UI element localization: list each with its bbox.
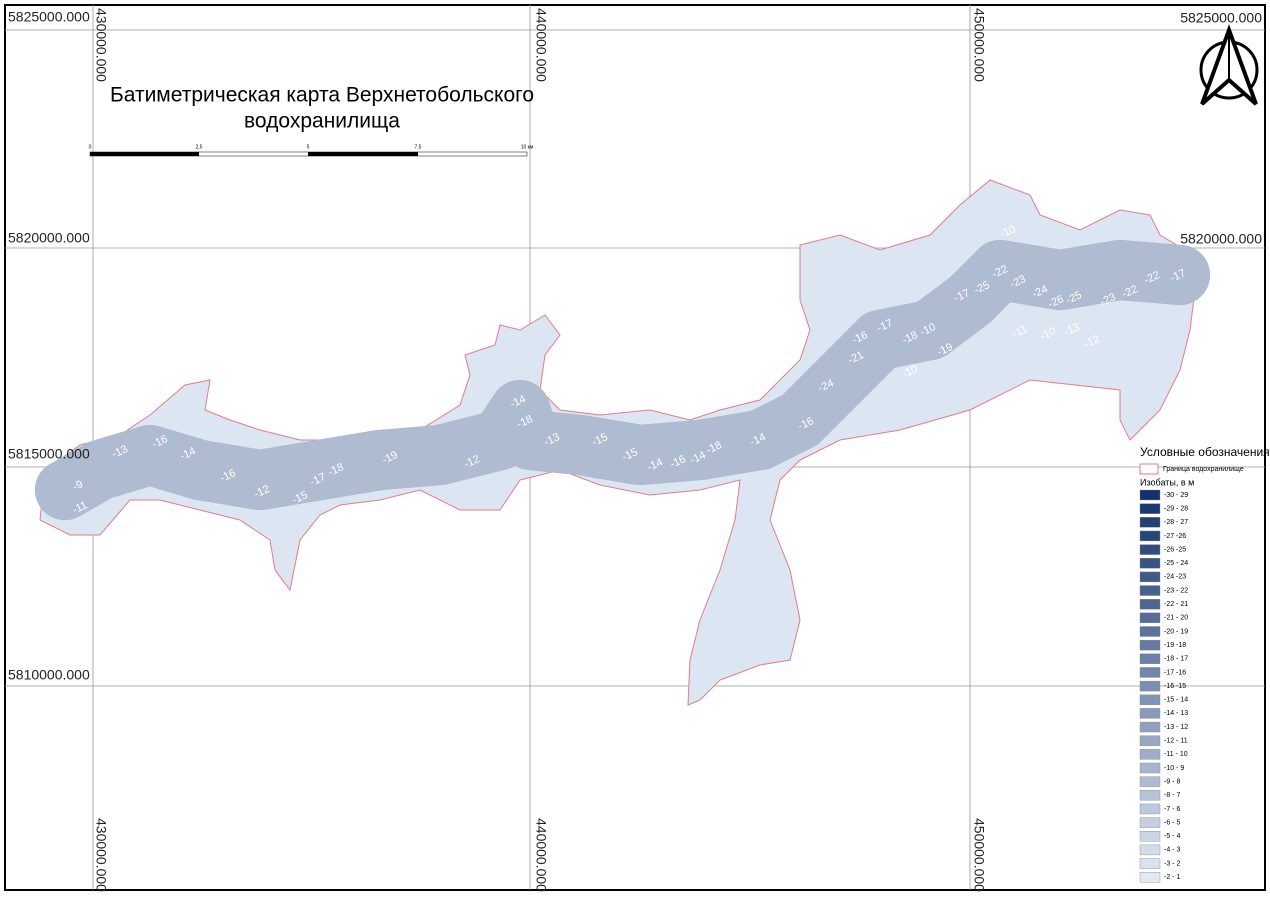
legend-swatch [1139,571,1161,583]
legend-label: -13 - 12 [1164,724,1188,731]
legend-swatch [1139,653,1161,664]
map-title: водохранилища [244,110,400,133]
legend-label: -3 - 2 [1164,860,1180,867]
legend-swatch [1139,585,1161,596]
legend-swatch [1139,817,1161,828]
legend-label: -16 -15 [1164,683,1186,690]
easting-label: 450000.000 [971,818,987,892]
northing-label: 5810000.000 [8,667,90,683]
depth-label: -11 [71,499,90,516]
map-title: Батиметрическая карта Верхнетобольского [110,84,534,107]
legend-swatch [1139,776,1161,787]
legend-swatch [1139,858,1161,869]
legend-swatch [1139,872,1161,883]
legend-label: -5 - 4 [1164,833,1180,840]
legend-swatch [1139,503,1161,514]
easting-label: 430000.000 [93,818,109,892]
easting-label: 440000.000 [533,818,549,892]
northing-label: 5820000.000 [8,230,90,246]
legend-label: -21 - 20 [1164,615,1188,622]
legend-label: -9 - 8 [1164,778,1180,785]
legend-label: -10 - 9 [1164,765,1184,772]
easting-label: 450000.000 [971,8,987,82]
legend-label: -24 -23 [1164,574,1186,581]
legend-label: -30 - 29 [1164,492,1188,499]
legend-label: -4 - 3 [1164,847,1180,854]
legend-label: -11 - 10 [1164,751,1188,758]
legend-label: -23 - 22 [1164,587,1188,594]
northing-label: 5825000.000 [1180,10,1262,26]
northing-label: 5825000.000 [8,9,90,25]
legend-label: -7 - 6 [1164,806,1180,813]
legend-label: -20 - 19 [1164,628,1188,635]
legend-label: -27 -26 [1164,533,1186,540]
legend-label: -26 -25 [1164,546,1186,553]
legend-swatch [1139,844,1161,856]
legend-label: -14 - 13 [1164,710,1188,717]
legend-swatch [1139,680,1161,692]
legend-swatch [1139,667,1161,678]
legend-swatch [1139,639,1161,651]
scale-label: 5 [307,144,310,150]
northing-label: 5820000.000 [1180,231,1262,247]
legend-swatch [1139,694,1161,705]
legend-label: -8 - 7 [1164,792,1180,799]
legend-label: -28 - 27 [1164,519,1188,526]
scale-label: 0 [89,144,92,150]
scale-label: 2,5 [196,144,203,150]
depth-label: -9 [71,478,85,493]
legend-swatch [1139,803,1161,815]
legend-label: -6 - 5 [1164,819,1180,826]
legend-swatch [1139,463,1159,475]
legend-label: -17 -16 [1164,669,1186,676]
scale-label: 10 км [521,144,534,150]
legend-swatch [1139,489,1161,501]
legend-swatch [1139,558,1161,569]
scale-label: 7,5 [415,144,422,150]
legend-swatch [1139,612,1161,624]
legend-swatch [1139,749,1161,760]
depth-label: -11 [1011,323,1030,340]
scale-bar [89,151,528,157]
legend: Условные обозначения Граница водохранилищ… [1139,445,1270,883]
legend-subtitle: Изобаты, в м [1140,477,1194,487]
depth-zones [65,270,1180,490]
legend-label: -25 - 24 [1164,560,1188,567]
coordinates: 5825000.000 5825000.000 5820000.000 5820000… [8,8,1262,892]
legend-swatch [1139,599,1161,610]
legend-swatch [1139,626,1161,637]
easting-label: 430000.000 [93,8,109,82]
legend-swatch [1139,735,1161,746]
easting-label: 440000.000 [533,8,549,82]
legend-title: Условные обозначения [1140,445,1270,459]
legend-swatch [1139,544,1161,555]
legend-swatch [1139,790,1161,801]
legend-label: -15 - 14 [1164,697,1188,704]
legend-label: -29 - 28 [1164,505,1188,512]
legend-swatch [1139,721,1161,733]
northing-label: 5815000.000 [8,446,90,462]
legend-swatch [1139,708,1161,719]
legend-label: Граница водохранилище [1163,466,1244,473]
legend-swatch [1139,831,1161,842]
legend-label: -12 - 11 [1164,738,1188,745]
north-arrow [1199,24,1259,106]
legend-swatch [1139,517,1161,528]
legend-swatch [1139,530,1161,542]
legend-label: -2 - 1 [1164,874,1180,881]
legend-swatch [1139,762,1161,774]
legend-label: -18 - 17 [1164,656,1188,663]
legend-label: -22 - 21 [1164,601,1188,608]
legend-label: -19 -18 [1164,642,1186,649]
